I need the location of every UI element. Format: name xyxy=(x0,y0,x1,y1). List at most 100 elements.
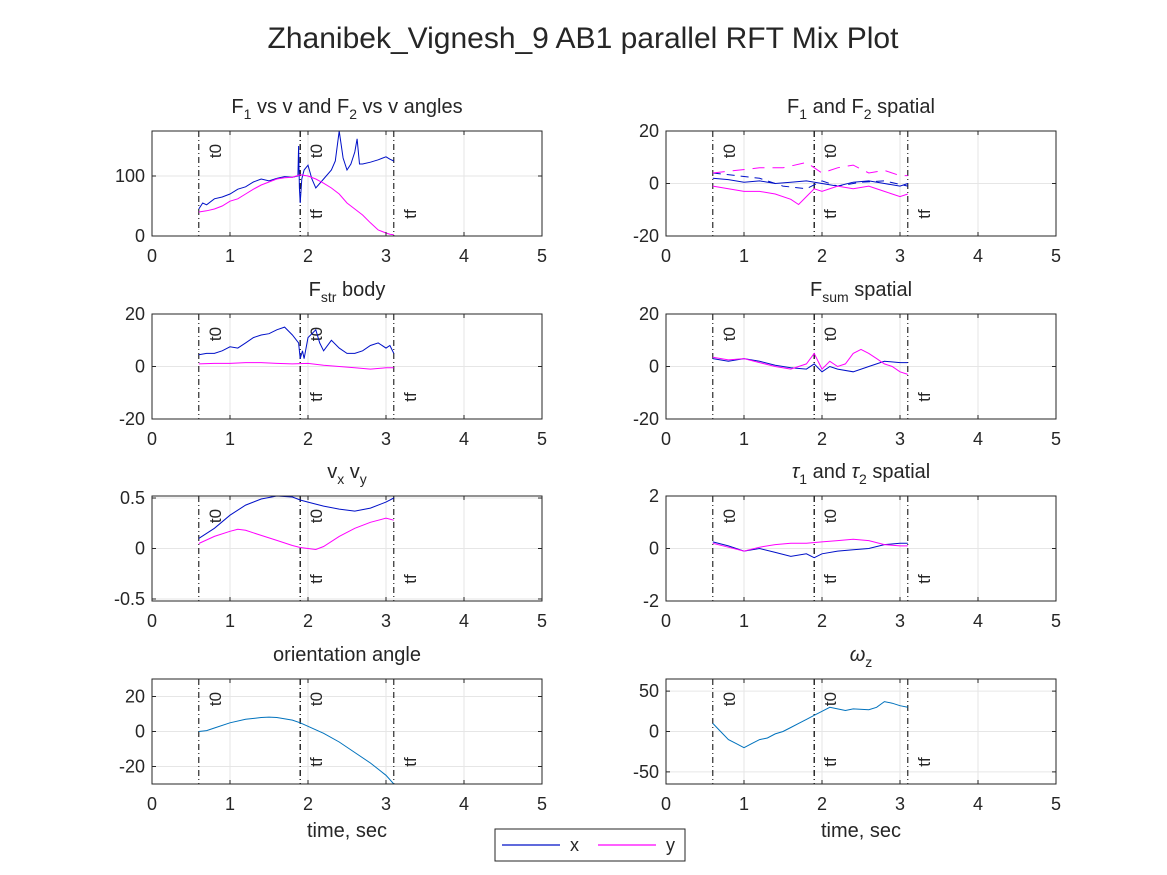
y-tick-label: -0.5 xyxy=(114,589,145,609)
event-label-t0: t0 xyxy=(206,692,225,706)
event-label-tf: tf xyxy=(915,574,934,584)
x-tick-label: 1 xyxy=(739,794,749,814)
series-line-x-1 xyxy=(712,172,908,190)
x-tick-label: 0 xyxy=(661,794,671,814)
series-line-x-0 xyxy=(712,358,908,373)
y-tick-label: 20 xyxy=(125,687,145,707)
legend-label-x: x xyxy=(570,835,579,855)
subplot-title: Fsum spatial xyxy=(810,279,912,305)
x-tick-label: 1 xyxy=(225,429,235,449)
x-tick-label: 0 xyxy=(147,611,157,631)
event-label-tf: tf xyxy=(401,392,420,402)
x-tick-label: 1 xyxy=(225,794,235,814)
event-label-tf: tf xyxy=(307,392,326,402)
y-tick-label: 0 xyxy=(135,539,145,559)
subplot-title: ωz xyxy=(850,644,873,670)
x-tick-label: 4 xyxy=(973,611,983,631)
x-tick-label: 4 xyxy=(973,429,983,449)
y-tick-label: -20 xyxy=(633,226,659,246)
y-tick-label: 20 xyxy=(639,304,659,324)
event-label-tf: tf xyxy=(915,209,934,219)
x-axis-label: time, sec xyxy=(307,820,387,842)
x-tick-label: 1 xyxy=(739,611,749,631)
x-tick-label: 4 xyxy=(973,794,983,814)
axes-box xyxy=(151,130,543,237)
event-label-tf: tf xyxy=(307,574,326,584)
plot-area xyxy=(152,131,542,236)
x-tick-label: 0 xyxy=(147,429,157,449)
y-tick-label: -20 xyxy=(119,409,145,429)
event-label-t0: t0 xyxy=(720,144,739,158)
event-label-tf: tf xyxy=(821,757,840,767)
event-label-t0: t0 xyxy=(821,327,840,341)
event-label-t0: t0 xyxy=(307,144,326,158)
event-label-tf: tf xyxy=(401,209,420,219)
event-label-tf: tf xyxy=(821,209,840,219)
x-tick-label: 3 xyxy=(895,611,905,631)
series-line-y-2 xyxy=(712,185,908,206)
x-tick-label: 5 xyxy=(1051,611,1061,631)
x-tick-label: 4 xyxy=(459,429,469,449)
event-label-t0: t0 xyxy=(720,327,739,341)
event-label-tf: tf xyxy=(307,757,326,767)
x-tick-label: 2 xyxy=(303,246,313,266)
x-tick-label: 3 xyxy=(895,429,905,449)
event-label-t0: t0 xyxy=(206,509,225,523)
event-label-tf: tf xyxy=(915,392,934,402)
x-tick-label: 0 xyxy=(661,246,671,266)
series-line-x-0 xyxy=(198,326,395,359)
event-label-tf: tf xyxy=(821,392,840,402)
event-label-t0: t0 xyxy=(307,509,326,523)
legend-label-y: y xyxy=(666,835,675,855)
x-tick-label: 5 xyxy=(1051,429,1061,449)
x-tick-label: 0 xyxy=(661,429,671,449)
series-line-single-0 xyxy=(712,701,908,749)
subplot-title: vx vy xyxy=(327,461,367,487)
subplot-title: orientation angle xyxy=(273,644,421,666)
x-tick-label: 3 xyxy=(895,794,905,814)
x-tick-label: 4 xyxy=(459,246,469,266)
x-tick-label: 5 xyxy=(1051,246,1061,266)
y-tick-label: 100 xyxy=(115,166,145,186)
series-line-y-3 xyxy=(712,161,908,177)
event-label-t0: t0 xyxy=(821,144,840,158)
x-tick-label: 1 xyxy=(225,246,235,266)
event-label-t0: t0 xyxy=(307,692,326,706)
x-tick-label: 2 xyxy=(303,611,313,631)
y-tick-label: 20 xyxy=(125,304,145,324)
event-label-tf: tf xyxy=(307,209,326,219)
y-tick-label: -20 xyxy=(633,409,659,429)
x-tick-label: 1 xyxy=(225,611,235,631)
x-tick-label: 2 xyxy=(303,794,313,814)
x-tick-label: 0 xyxy=(147,246,157,266)
legend: x y xyxy=(494,828,686,862)
series-line-y-1 xyxy=(198,362,394,370)
series-line-single-0 xyxy=(198,716,395,784)
y-tick-label: 0 xyxy=(649,539,659,559)
y-tick-label: 0 xyxy=(649,722,659,742)
event-label-t0: t0 xyxy=(206,144,225,158)
x-tick-label: 2 xyxy=(817,429,827,449)
x-tick-label: 5 xyxy=(1051,794,1061,814)
y-tick-label: 0.5 xyxy=(120,488,145,508)
series-line-x-0 xyxy=(198,131,395,210)
x-tick-label: 3 xyxy=(381,794,391,814)
y-tick-label: 0 xyxy=(135,357,145,377)
series-line-y-1 xyxy=(712,538,908,552)
y-tick-label: -50 xyxy=(633,762,659,782)
y-tick-label: 0 xyxy=(649,357,659,377)
x-tick-label: 2 xyxy=(303,429,313,449)
x-tick-label: 3 xyxy=(381,611,391,631)
x-tick-label: 0 xyxy=(147,794,157,814)
series-line-x-0 xyxy=(712,177,908,187)
event-label-tf: tf xyxy=(821,574,840,584)
event-label-tf: tf xyxy=(915,757,934,767)
x-tick-label: 4 xyxy=(459,611,469,631)
